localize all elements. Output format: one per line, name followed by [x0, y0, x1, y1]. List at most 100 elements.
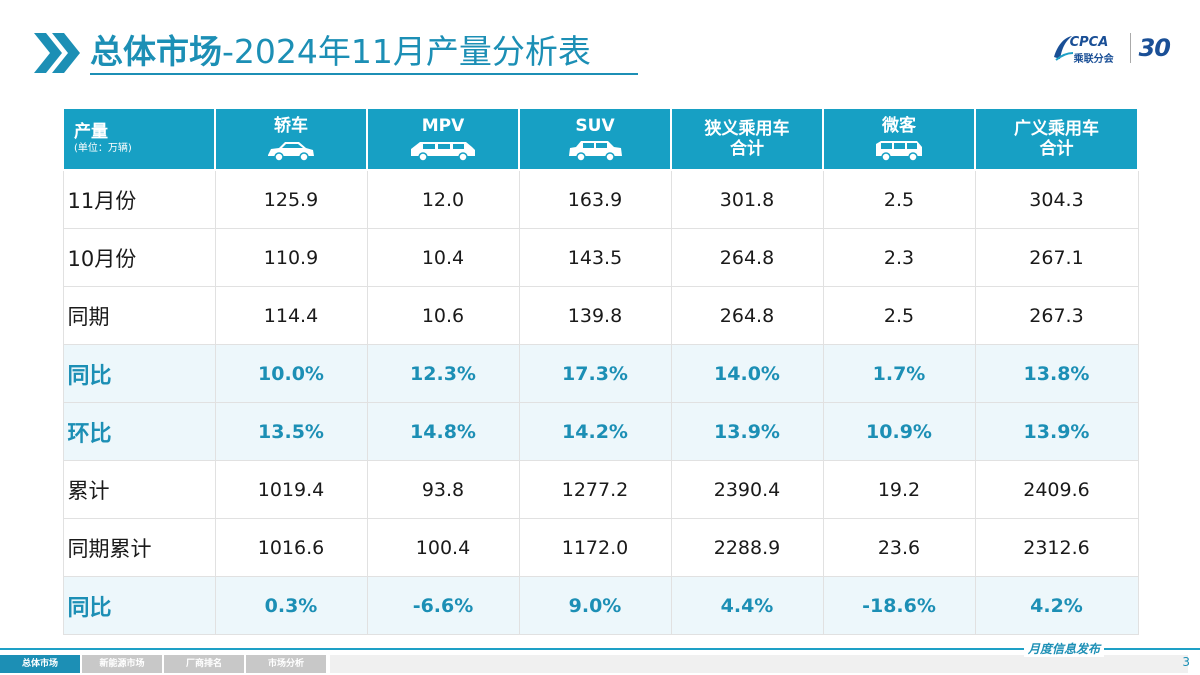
table-cell: 12.0 — [366, 169, 520, 229]
corner-header: 产量 (单位：万辆) — [62, 107, 216, 171]
table-cell: 14.0% — [670, 344, 824, 403]
table-cell: 13.9% — [670, 402, 824, 461]
table-row: 同期累计 1016.6 100.4 1172.0 2288.9 23.6 231… — [62, 518, 1139, 577]
table-cell: 14.2% — [518, 402, 672, 461]
cpca-swoosh-icon — [1053, 36, 1073, 61]
table-cell: 304.3 — [974, 169, 1139, 229]
table-cell: 9.0% — [518, 576, 672, 635]
mpv-icon — [411, 141, 475, 162]
footer-divider — [0, 648, 1200, 650]
row-label: 同期累计 — [62, 518, 216, 577]
corner-unit: (单位：万辆) — [74, 143, 132, 154]
footer-nav: 总体市场 新能源市场 厂商排名 市场分析 — [0, 655, 328, 673]
table-cell: 264.8 — [670, 286, 824, 345]
table-cell: 1019.4 — [214, 460, 368, 519]
table-row: 10月份 110.9 10.4 143.5 264.8 2.3 267.1 — [62, 228, 1139, 287]
column-header-label-2: 合计 — [730, 139, 764, 159]
column-header-mpv: MPV — [366, 107, 520, 171]
table-cell: 2.5 — [822, 286, 976, 345]
table-cell: 139.8 — [518, 286, 672, 345]
column-header-sedan: 轿车 — [214, 107, 368, 171]
table-cell: 4.4% — [670, 576, 824, 635]
table-cell: 1016.6 — [214, 518, 368, 577]
logo-divider — [1129, 33, 1131, 63]
minivan-icon — [876, 140, 922, 162]
page-number: 3 — [1182, 655, 1190, 669]
cpca-mark: CPCA 乘联分会 — [1052, 33, 1122, 65]
footer-tab-market-analysis[interactable]: 市场分析 — [246, 655, 326, 673]
row-label: 11月份 — [62, 169, 216, 229]
table-cell: 13.8% — [974, 344, 1139, 403]
footer-tab-overall-market[interactable]: 总体市场 — [0, 655, 80, 673]
anniversary-mark: 30 — [1138, 34, 1171, 62]
sedan-icon — [268, 141, 314, 162]
table-cell: 10.9% — [822, 402, 976, 461]
row-label: 同比 — [62, 344, 216, 403]
table-cell: 2390.4 — [670, 460, 824, 519]
cpca-sub: 乘联分会 — [1073, 54, 1114, 65]
column-header-label: 广义乘用车 — [1014, 119, 1099, 139]
suv-icon — [569, 140, 622, 162]
corner-label: 产量 — [74, 122, 108, 142]
table-cell: 114.4 — [214, 286, 368, 345]
table-cell: 267.3 — [974, 286, 1139, 345]
column-header-broad-total: 广义乘用车 合计 — [974, 107, 1139, 171]
column-header-label: 轿车 — [274, 115, 308, 136]
column-header-label: 狭义乘用车 — [704, 119, 790, 139]
column-header-label: 微客 — [882, 115, 916, 136]
table-cell: 13.5% — [214, 402, 368, 461]
slide-header: 总体市场-2024年11月产量分析表 CPCA 乘联分会 30 — [0, 0, 1200, 90]
table-cell: 17.3% — [518, 344, 672, 403]
footer-tab-maker-ranking[interactable]: 厂商排名 — [164, 655, 244, 673]
column-header-suv: SUV — [518, 107, 672, 171]
table-cell: 19.2 — [822, 460, 976, 519]
table-cell: 125.9 — [214, 169, 368, 229]
page-title: 总体市场-2024年11月产量分析表 — [90, 30, 591, 74]
title-underline — [90, 73, 638, 75]
footer-tab-nev-market[interactable]: 新能源市场 — [82, 655, 162, 673]
row-label: 累计 — [62, 460, 216, 519]
table-cell: 1172.0 — [518, 518, 672, 577]
footer-tagline: 月度信息发布 — [1024, 640, 1105, 657]
cpca-text: CPCA — [1069, 35, 1109, 50]
title-subject: -2024年11月产量分析表 — [222, 32, 591, 71]
table-cell: 23.6 — [822, 518, 976, 577]
table-row: 11月份 125.9 12.0 163.9 301.8 2.5 304.3 — [62, 169, 1139, 229]
cpca-logo: CPCA 乘联分会 30 — [1052, 30, 1171, 66]
table-cell: -6.6% — [366, 576, 520, 635]
column-header-label-2: 合计 — [1039, 139, 1074, 159]
column-header-label: SUV — [575, 115, 615, 136]
table-cell: 10.6 — [366, 286, 520, 345]
title-section: 总体市场 — [90, 32, 222, 71]
table-cell: 10.0% — [214, 344, 368, 403]
table-cell: 2.3 — [822, 228, 976, 287]
table-cell: 2.5 — [822, 169, 976, 229]
row-label: 环比 — [62, 402, 216, 461]
table-cell: 12.3% — [366, 344, 520, 403]
table-cell: 264.8 — [670, 228, 824, 287]
footer-band — [330, 655, 1188, 673]
table-cell: 163.9 — [518, 169, 672, 229]
table-row-highlight: 同比 0.3% -6.6% 9.0% 4.4% -18.6% 4.2% — [62, 576, 1139, 635]
table-cell: 0.3% — [214, 576, 368, 635]
production-table: 产量 (单位：万辆) 轿车 MPV — [62, 107, 1139, 635]
table-cell: 1.7% — [822, 344, 976, 403]
table-cell: 2312.6 — [974, 518, 1139, 577]
table-cell: 13.9% — [974, 402, 1139, 461]
table-row-highlight: 环比 13.5% 14.8% 14.2% 13.9% 10.9% 13.9% — [62, 402, 1139, 461]
table-row-highlight: 同比 10.0% 12.3% 17.3% 14.0% 1.7% 13.8% — [62, 344, 1139, 403]
table-cell: 143.5 — [518, 228, 672, 287]
table-cell: 2288.9 — [670, 518, 824, 577]
table-row: 累计 1019.4 93.8 1277.2 2390.4 19.2 2409.6 — [62, 460, 1139, 519]
table-cell: 301.8 — [670, 169, 824, 229]
row-label: 同期 — [62, 286, 216, 345]
table-cell: 100.4 — [366, 518, 520, 577]
table-cell: 1277.2 — [518, 460, 672, 519]
table-header-row: 产量 (单位：万辆) 轿车 MPV — [62, 107, 1139, 171]
column-header-label: MPV — [421, 115, 465, 136]
table-cell: 93.8 — [366, 460, 520, 519]
row-label: 10月份 — [62, 228, 216, 287]
chevron-right-icon — [34, 33, 80, 73]
table-cell: 110.9 — [214, 228, 368, 287]
table-row: 同期 114.4 10.6 139.8 264.8 2.5 267.3 — [62, 286, 1139, 345]
